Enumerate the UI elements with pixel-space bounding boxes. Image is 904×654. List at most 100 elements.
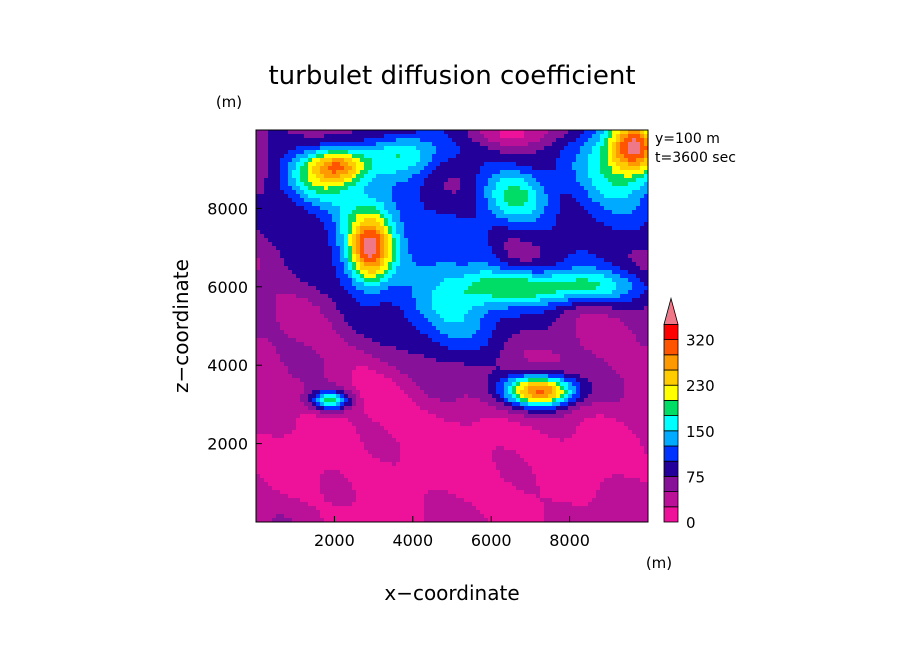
contour-cell — [304, 218, 309, 223]
contour-cell — [380, 270, 385, 275]
contour-cell — [556, 330, 561, 335]
contour-cell — [256, 194, 261, 199]
contour-cell — [296, 318, 301, 323]
contour-cell — [524, 286, 529, 291]
contour-cell — [476, 246, 481, 251]
contour-cell — [444, 326, 449, 331]
contour-cell — [460, 306, 465, 311]
contour-cell — [512, 230, 517, 235]
contour-cell — [620, 286, 625, 291]
contour-cell — [284, 278, 289, 283]
contour-cell — [416, 278, 421, 283]
contour-cell — [344, 318, 349, 323]
contour-cell — [520, 206, 525, 211]
contour-cell — [332, 246, 337, 251]
contour-cell — [600, 222, 605, 227]
contour-cell — [468, 158, 473, 163]
contour-cell — [340, 306, 345, 311]
contour-cell — [532, 190, 537, 195]
contour-cell — [332, 170, 337, 175]
contour-cell — [572, 226, 577, 231]
contour-cell — [548, 266, 553, 271]
contour-cell — [324, 250, 329, 255]
contour-cell — [328, 234, 333, 239]
contour-cell — [572, 298, 577, 303]
contour-cell — [360, 162, 365, 167]
contour-cell — [600, 186, 605, 191]
contour-cell — [428, 298, 433, 303]
contour-cell — [344, 278, 349, 283]
contour-cell — [600, 154, 605, 159]
contour-cell — [384, 246, 389, 251]
contour-cell — [608, 186, 613, 191]
contour-cell — [500, 254, 505, 259]
contour-cell — [428, 314, 433, 319]
contour-cell — [552, 298, 557, 303]
contour-cell — [404, 266, 409, 271]
contour-cell — [460, 134, 465, 139]
contour-cell — [304, 322, 309, 327]
contour-cell — [416, 250, 421, 255]
contour-cell — [340, 146, 345, 151]
contour-cell — [504, 206, 509, 211]
contour-cell — [536, 142, 541, 147]
contour-cell — [368, 134, 373, 139]
contour-cell — [292, 230, 297, 235]
contour-cell — [340, 214, 345, 219]
contour-cell — [596, 226, 601, 231]
contour-cell — [520, 238, 525, 243]
contour-cell — [412, 254, 417, 259]
contour-cell — [440, 298, 445, 303]
contour-cell — [428, 194, 433, 199]
contour-cell — [328, 258, 333, 263]
contour-cell — [264, 186, 269, 191]
contour-cell — [504, 318, 509, 323]
contour-cell — [640, 290, 645, 295]
contour-cell — [640, 310, 645, 315]
contour-cell — [512, 238, 517, 243]
contour-cell — [428, 158, 433, 163]
contour-cell — [528, 330, 533, 335]
contour-cell — [492, 318, 497, 323]
contour-cell — [524, 270, 529, 275]
contour-cell — [296, 294, 301, 299]
contour-cell — [596, 158, 601, 163]
contour-cell — [500, 138, 505, 143]
contour-cell — [556, 266, 561, 271]
contour-cell — [448, 174, 453, 179]
contour-cell — [460, 254, 465, 259]
contour-cell — [476, 326, 481, 331]
contour-cell — [508, 250, 513, 255]
contour-cell — [420, 146, 425, 151]
contour-cell — [408, 182, 413, 187]
contour-cell — [364, 298, 369, 303]
contour-cell — [376, 330, 381, 335]
contour-cell — [432, 294, 437, 299]
contour-cell — [452, 150, 457, 155]
contour-cell — [304, 206, 309, 211]
contour-cell — [256, 210, 261, 215]
contour-cell — [488, 266, 493, 271]
contour-cell — [644, 250, 648, 255]
contour-cell — [312, 194, 317, 199]
contour-cell — [300, 306, 305, 311]
contour-cell — [548, 162, 553, 167]
contour-cell — [596, 246, 601, 251]
contour-cell — [536, 166, 541, 171]
contour-cell — [292, 134, 297, 139]
contour-cell — [580, 166, 585, 171]
contour-cell — [428, 246, 433, 251]
contour-cell — [604, 326, 609, 331]
contour-cell — [632, 254, 637, 259]
contour-cell — [288, 174, 293, 179]
contour-cell — [588, 258, 593, 263]
contour-cell — [392, 138, 397, 143]
contour-cell — [532, 270, 537, 275]
contour-cell — [416, 230, 421, 235]
contour-cell — [492, 138, 497, 143]
contour-cell — [352, 234, 357, 239]
contour-cell — [556, 238, 561, 243]
contour-cell — [348, 202, 353, 207]
contour-cell — [380, 154, 385, 159]
contour-cell — [632, 174, 637, 179]
